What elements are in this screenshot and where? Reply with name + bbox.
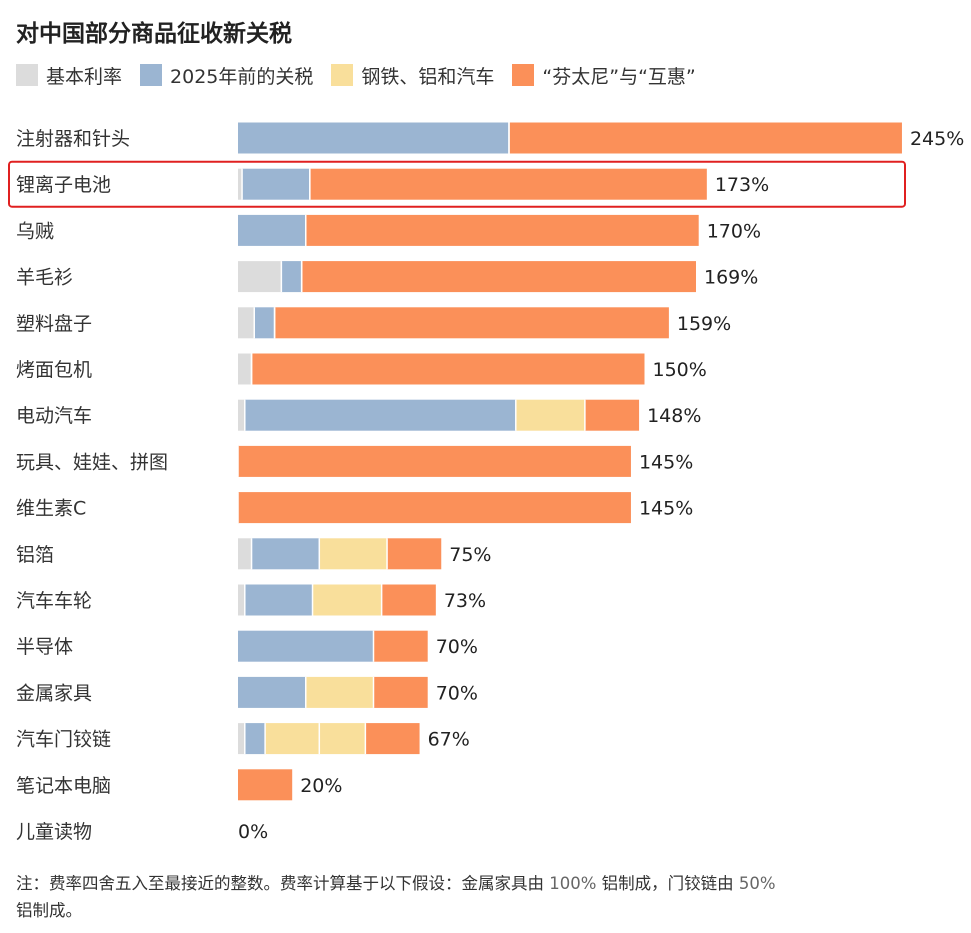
bar-segment-pre-2025	[238, 630, 374, 662]
bar-segment-steel-aluminum-auto	[319, 538, 388, 570]
category-label: 儿童读物	[16, 821, 92, 843]
bar-segment-pre-2025	[254, 307, 275, 339]
bar-segment-pre-2025	[238, 214, 306, 246]
bar-segment-base-rate	[238, 399, 245, 431]
total-label: 145%	[639, 451, 693, 473]
total-label: 70%	[436, 636, 478, 658]
footnote: 注：费率四舍五入至最接近的整数。费率计算基于以下假设：金属家具由 100% 铝制…	[16, 870, 956, 924]
total-label: 67%	[428, 729, 470, 751]
bar-segment-pre-2025	[251, 538, 320, 570]
bar-segment-fentanyl-reciprocal	[373, 676, 428, 708]
category-label: 半导体	[16, 636, 73, 658]
bar-segment-fentanyl-reciprocal	[238, 445, 631, 477]
bar-segment-base-rate	[238, 723, 245, 755]
bar-segment-steel-aluminum-auto	[312, 584, 382, 616]
bar-segment-pre-2025	[281, 261, 302, 293]
bar-segment-fentanyl-reciprocal	[238, 769, 293, 801]
category-label: 笔记本电脑	[16, 775, 111, 797]
legend-item-pre-2025: 2025年前的关税	[140, 62, 313, 89]
bar-segment-base-rate	[238, 307, 255, 339]
category-label: 注射器和针头	[16, 128, 130, 150]
bar-segment-base-rate	[238, 538, 252, 570]
total-label: 70%	[436, 682, 478, 704]
legend: 基本利率 2025年前的关税 钢铁、铝和汽车 “芬太尼”与“互惠”	[16, 62, 714, 88]
legend-swatch-fentanyl-reciprocal	[512, 64, 535, 86]
bar-segment-pre-2025	[242, 168, 310, 200]
total-label: 245%	[910, 128, 964, 150]
bar-segment-pre-2025	[244, 584, 313, 616]
category-label: 乌贼	[16, 220, 54, 242]
bar-segment-pre-2025	[244, 723, 266, 755]
legend-swatch-pre-2025	[140, 64, 163, 86]
total-label: 148%	[647, 405, 701, 427]
total-label: 150%	[653, 359, 707, 381]
bar-segment-fentanyl-reciprocal	[365, 723, 420, 755]
bar-segment-fentanyl-reciprocal	[509, 122, 902, 154]
legend-label-pre-2025: 2025年前的关税	[170, 65, 314, 88]
bar-segment-fentanyl-reciprocal	[387, 538, 442, 570]
category-label: 锂离子电池	[16, 174, 111, 196]
category-label: 汽车门铰链	[16, 729, 111, 751]
bar-segment-fentanyl-reciprocal	[309, 168, 707, 200]
bar-segment-steel-aluminum-auto	[305, 676, 374, 708]
bar-segment-base-rate	[238, 261, 282, 293]
bar-segment-steel-aluminum-auto	[265, 723, 366, 755]
bar-segment-fentanyl-reciprocal	[381, 584, 436, 616]
legend-item-base-rate: 基本利率	[16, 62, 122, 89]
footnote-text-1: 注：费率四舍五入至最接近的整数。费率计算基于以下假设：金属家具由	[16, 874, 550, 893]
chart-title: 对中国部分商品征收新关税	[16, 21, 292, 47]
category-label: 电动汽车	[16, 405, 92, 427]
bar-segment-pre-2025	[238, 122, 509, 154]
category-label: 金属家具	[16, 682, 92, 704]
category-label: 铝箔	[16, 544, 54, 566]
category-label: 塑料盘子	[16, 313, 92, 335]
category-label: 羊毛衫	[16, 267, 73, 289]
category-label: 维生素C	[16, 498, 86, 520]
bar-segment-pre-2025	[238, 676, 306, 708]
bar-chart: 注射器和针头 245% 锂离子电池 173% 乌贼 170% 羊毛衫 169% 塑料盘子 159%…	[8, 122, 964, 843]
footnote-number-2: 50%	[738, 874, 776, 893]
bar-segment-steel-aluminum-auto	[515, 399, 585, 431]
highlight-box	[8, 160, 906, 208]
category-label: 烤面包机	[16, 359, 92, 381]
legend-swatch-base-rate	[16, 64, 38, 86]
total-label: 73%	[444, 590, 486, 612]
legend-swatch-steel-aluminum-auto	[331, 64, 354, 86]
bar-segment-fentanyl-reciprocal	[373, 630, 428, 662]
bar-segment-fentanyl-reciprocal	[238, 492, 631, 524]
legend-label-steel-aluminum-auto: 钢铁、铝和汽车	[361, 65, 495, 88]
bar-segment-pre-2025	[244, 399, 516, 431]
total-label: 145%	[639, 498, 693, 520]
bar-segment-fentanyl-reciprocal	[584, 399, 640, 431]
total-label: 169%	[704, 267, 758, 289]
category-label: 玩具、娃娃、拼图	[16, 451, 168, 473]
bar-segment-fentanyl-reciprocal	[305, 214, 699, 246]
total-label: 0%	[238, 821, 268, 843]
footnote-text-3: 铝制成。	[16, 901, 82, 920]
footnote-number-1: 100%	[549, 874, 597, 893]
legend-item-fentanyl-reciprocal: “芬太尼”与“互惠”	[512, 62, 696, 89]
category-label: 汽车车轮	[16, 590, 92, 612]
total-label: 75%	[449, 544, 491, 566]
bar-segment-base-rate	[238, 353, 252, 385]
legend-label-base-rate: 基本利率	[46, 65, 123, 88]
total-label: 170%	[707, 220, 761, 242]
bar-segment-fentanyl-reciprocal	[251, 353, 645, 385]
legend-label-fentanyl-reciprocal: “芬太尼”与“互惠”	[542, 65, 696, 88]
bar-segment-fentanyl-reciprocal	[301, 261, 696, 293]
bar-segment-fentanyl-reciprocal	[274, 307, 669, 339]
footnote-text-2: 铝制成，门铰链由	[596, 874, 739, 893]
bar-segment-base-rate	[238, 168, 243, 200]
legend-item-steel-aluminum-auto: 钢铁、铝和汽车	[331, 62, 494, 89]
total-label: 159%	[677, 313, 731, 335]
total-label: 173%	[715, 174, 769, 196]
total-label: 20%	[300, 775, 342, 797]
bar-segment-base-rate	[238, 584, 245, 616]
